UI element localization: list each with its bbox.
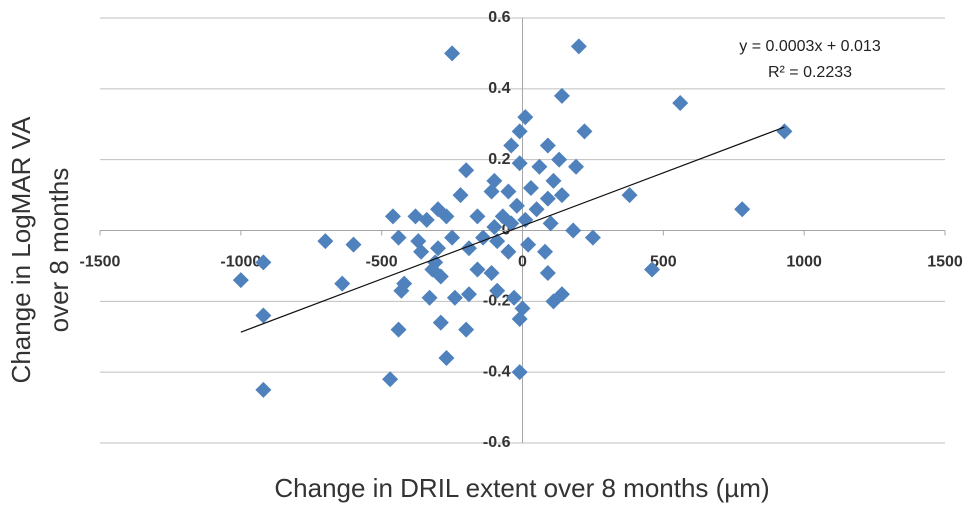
point: [570, 38, 587, 55]
point: [528, 201, 545, 218]
point: [334, 275, 351, 292]
trend-equation: y = 0.0003x + 0.013: [739, 38, 881, 55]
point: [418, 211, 435, 228]
y-tick-label: -0.6: [483, 434, 511, 451]
point: [644, 261, 661, 278]
point: [432, 314, 449, 331]
x-tick-label: 1000: [786, 254, 822, 271]
point: [438, 350, 455, 366]
point: [576, 123, 593, 140]
point: [568, 158, 585, 175]
point: [537, 243, 554, 260]
point: [421, 289, 438, 306]
point: [520, 236, 537, 253]
point: [452, 187, 469, 204]
point: [486, 218, 503, 235]
point: [508, 197, 525, 214]
point: [539, 137, 556, 154]
point: [517, 109, 534, 126]
point: [424, 261, 441, 278]
point: [511, 364, 528, 381]
point: [621, 187, 638, 204]
point: [503, 215, 520, 232]
y-tick-label: -0.4: [483, 363, 511, 380]
point: [489, 282, 506, 299]
point: [255, 307, 272, 324]
point: [483, 183, 500, 200]
point: [734, 201, 751, 218]
point: [458, 162, 475, 179]
point: [444, 229, 461, 246]
point: [255, 254, 272, 271]
y-tick-label: 0.4: [488, 80, 510, 97]
point: [503, 137, 520, 154]
y-tick-label: 0.6: [488, 9, 510, 26]
point: [584, 229, 601, 246]
point: [460, 286, 477, 303]
point: [390, 321, 407, 338]
y-tick-label: 0.2: [488, 151, 510, 168]
x-tick-label: -500: [366, 254, 398, 271]
x-axis-label: Change in DRIL extent over 8 months (µm): [274, 473, 769, 503]
point: [531, 158, 548, 175]
x-tick-label: 1500: [927, 254, 963, 271]
point: [551, 151, 568, 168]
point: [539, 190, 556, 207]
point: [232, 272, 249, 289]
trend-r2: R² = 0.2233: [768, 64, 852, 81]
y-tick-label: -0.2: [483, 293, 511, 310]
point: [469, 208, 486, 225]
point: [446, 289, 463, 306]
point: [517, 211, 534, 228]
point: [390, 229, 407, 246]
point: [393, 282, 410, 299]
point: [522, 180, 539, 196]
point: [469, 261, 486, 278]
point: [345, 236, 362, 253]
point: [553, 87, 570, 104]
point: [483, 265, 500, 281]
point: [382, 371, 399, 388]
point: [255, 381, 272, 398]
x-tick-label: 0: [518, 254, 527, 271]
point: [410, 233, 427, 250]
point: [776, 123, 793, 140]
x-tick-label: -1500: [80, 254, 121, 271]
point: [384, 208, 401, 225]
point: [475, 229, 492, 246]
point: [511, 311, 528, 328]
point: [511, 155, 528, 172]
y-axis-label: Change in LogMAR VA over 8 months: [6, 116, 74, 384]
point: [565, 222, 582, 239]
point: [553, 187, 570, 204]
y-axis-label-box: Change in LogMAR VA over 8 months: [6, 116, 74, 384]
x-tick-label: -1000: [220, 254, 261, 271]
point: [500, 183, 517, 200]
point: [545, 172, 562, 189]
point: [500, 243, 517, 260]
point: [506, 289, 523, 306]
point: [430, 240, 446, 257]
trendline: [240, 126, 785, 333]
point: [539, 265, 556, 281]
point: [511, 123, 528, 140]
point: [458, 321, 475, 338]
point: [444, 45, 461, 62]
point: [317, 233, 334, 250]
point: [545, 293, 562, 310]
point: [438, 208, 455, 225]
point: [672, 95, 689, 111]
point: [542, 215, 559, 232]
